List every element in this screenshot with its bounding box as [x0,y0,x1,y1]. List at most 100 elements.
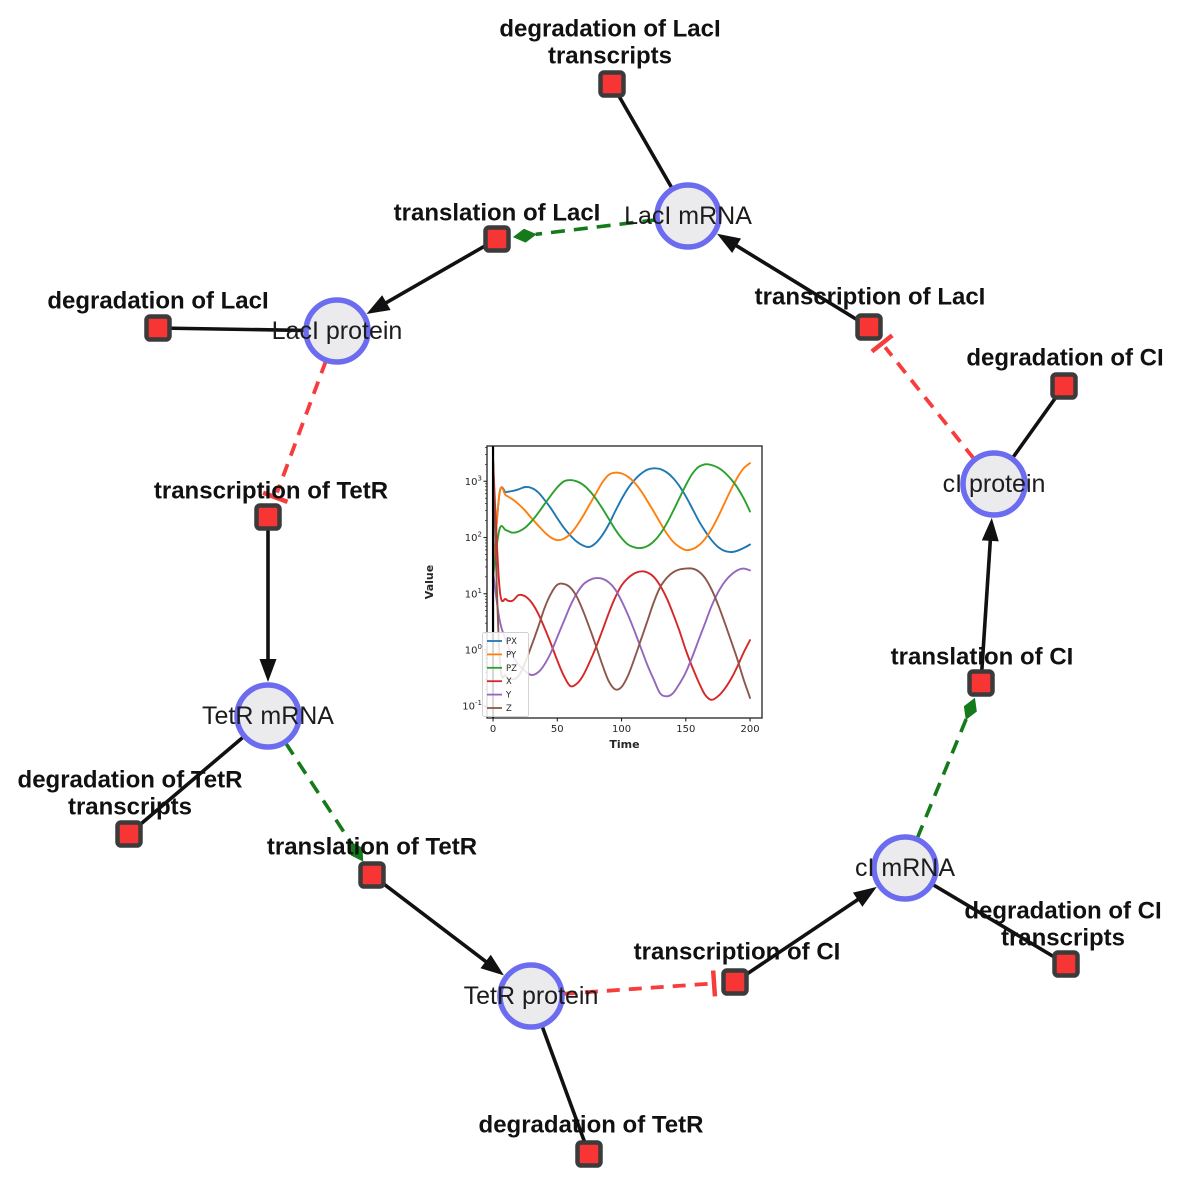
reaction-label: transcription of LacI [755,284,986,311]
reaction-square-icon[interactable] [721,968,749,996]
reaction-node-degradation-tetr[interactable] [575,1140,603,1168]
series-line-Y [492,567,751,698]
edge-modifier-tetr-mrna-to-translation-tetr [284,741,364,862]
reaction-square-icon[interactable] [358,861,386,889]
species-node-laci-protein[interactable] [303,297,371,365]
species-node-laci-mrna[interactable] [654,182,722,250]
reaction-label: transcripts [1001,925,1125,952]
legend-entry-label: Y [505,691,512,701]
species-label: cI protein [943,470,1046,498]
x-tick-label: 50 [551,724,564,735]
nodes-layer [115,70,1080,1168]
legend-entry-label: X [506,677,512,687]
series-line-X [492,457,751,701]
reaction-label: translation of TetR [267,834,477,861]
species-circle-icon[interactable] [654,182,722,250]
edge-reactant-tetr-protein-to-degradation-tetr [540,1025,591,1155]
edge-product-translation-tetr-to-tetr-protein [370,873,504,976]
species-label: TetR mRNA [202,702,334,730]
reaction-label: degradation of TetR [18,767,243,794]
reaction-square-icon[interactable] [1050,372,1078,400]
edge-inhibition-laci-protein-to-transcription-tetr [262,360,328,504]
reaction-node-degradation-ci[interactable] [1050,372,1078,400]
edge-reactant-laci-mrna-to-degradation-laci-transcripts [610,83,674,190]
inhibition-tbar-icon [262,490,289,504]
reaction-square-icon[interactable] [855,313,883,341]
simulation-plot: 0 50 100 150 20010-1100101102103TimeValuePXP… [418,432,780,762]
modifier-diamond-icon [350,841,364,862]
species-label: LacI mRNA [624,202,752,230]
reaction-label: degradation of CI [966,345,1163,372]
plot-series [491,446,751,718]
species-label: cI mRNA [855,854,955,882]
edge-inhibition-ci-protein-to-transcription-laci [870,333,976,461]
reaction-node-translation-tetr[interactable] [358,861,386,889]
reaction-node-degradation-tetr-transcripts[interactable] [115,820,143,848]
reaction-node-transcription-tetr[interactable] [254,503,282,531]
reaction-square-icon[interactable] [115,820,143,848]
species-node-ci-mrna[interactable] [871,834,939,902]
legend-entry-label: Z [506,704,512,714]
arrowhead-icon [259,659,277,682]
edge-product-transcription-laci-to-laci-mrna [716,233,870,329]
legend-entry-label: PZ [506,664,517,674]
reaction-node-transcription-laci[interactable] [855,313,883,341]
series-line-Z [492,457,751,699]
arrowhead-icon [716,233,742,254]
species-label: TetR protein [464,982,599,1010]
arrowhead-icon [366,295,391,315]
reaction-square-icon[interactable] [598,70,626,98]
reaction-label: degradation of LacI [499,16,720,43]
species-circle-icon[interactable] [234,682,302,750]
reaction-square-icon[interactable] [1052,950,1080,978]
reaction-label: degradation of CI [964,898,1161,925]
arrowhead-icon [981,517,999,542]
species-node-tetr-protein[interactable] [497,962,565,1030]
reaction-square-icon[interactable] [144,314,172,342]
modifier-diamond-icon [512,228,537,243]
reaction-node-degradation-laci[interactable] [144,314,172,342]
legend-entry-label: PY [506,650,517,660]
species-label: LacI protein [272,317,403,345]
species-node-ci-protein[interactable] [960,450,1028,518]
reaction-label: transcripts [548,43,672,70]
arrowhead-icon [852,886,877,907]
inhibition-tbar-icon [870,333,894,354]
edge-reactant-laci-protein-to-degradation-laci [157,326,306,333]
edge-modifier-ci-mrna-to-translation-ci [915,697,977,840]
x-tick-label: 100 [612,724,631,735]
edge-inhibition-tetr-protein-to-transcription-ci [562,970,718,997]
edges-layer [127,83,1067,1155]
series-line-PX [492,467,751,578]
reaction-node-translation-laci[interactable] [483,225,511,253]
reaction-label: translation of CI [891,644,1074,671]
reaction-square-icon[interactable] [575,1140,603,1168]
x-axis-label: Time [609,738,639,751]
series-line-PZ [492,463,751,578]
reaction-label: degradation of TetR [479,1112,704,1139]
x-tick-label: 0 [490,724,496,735]
edge-product-transcription-ci-to-ci-mrna [733,886,877,984]
x-tick-label: 150 [676,724,695,735]
species-circle-icon[interactable] [303,297,371,365]
species-node-tetr-mrna[interactable] [234,682,302,750]
edge-reactant-tetr-mrna-to-degradation-tetr-transcripts [127,735,245,836]
reaction-square-icon[interactable] [967,669,995,697]
reaction-label: transcripts [68,794,192,821]
species-circle-icon[interactable] [871,834,939,902]
reaction-node-degradation-laci-transcripts[interactable] [598,70,626,98]
species-circle-icon[interactable] [497,962,565,1030]
reaction-label: degradation of LacI [47,288,268,315]
species-circle-icon[interactable] [960,450,1028,518]
reaction-label: transcription of TetR [154,478,388,505]
edge-product-transcription-tetr-to-tetr-mrna [259,517,277,682]
reaction-node-translation-ci[interactable] [967,669,995,697]
reaction-node-degradation-ci-transcripts[interactable] [1052,950,1080,978]
reaction-square-icon[interactable] [254,503,282,531]
edge-product-translation-ci-to-ci-protein [979,517,999,684]
legend-entry-label: PX [506,637,517,647]
reaction-node-transcription-ci[interactable] [721,968,749,996]
reaction-square-icon[interactable] [483,225,511,253]
